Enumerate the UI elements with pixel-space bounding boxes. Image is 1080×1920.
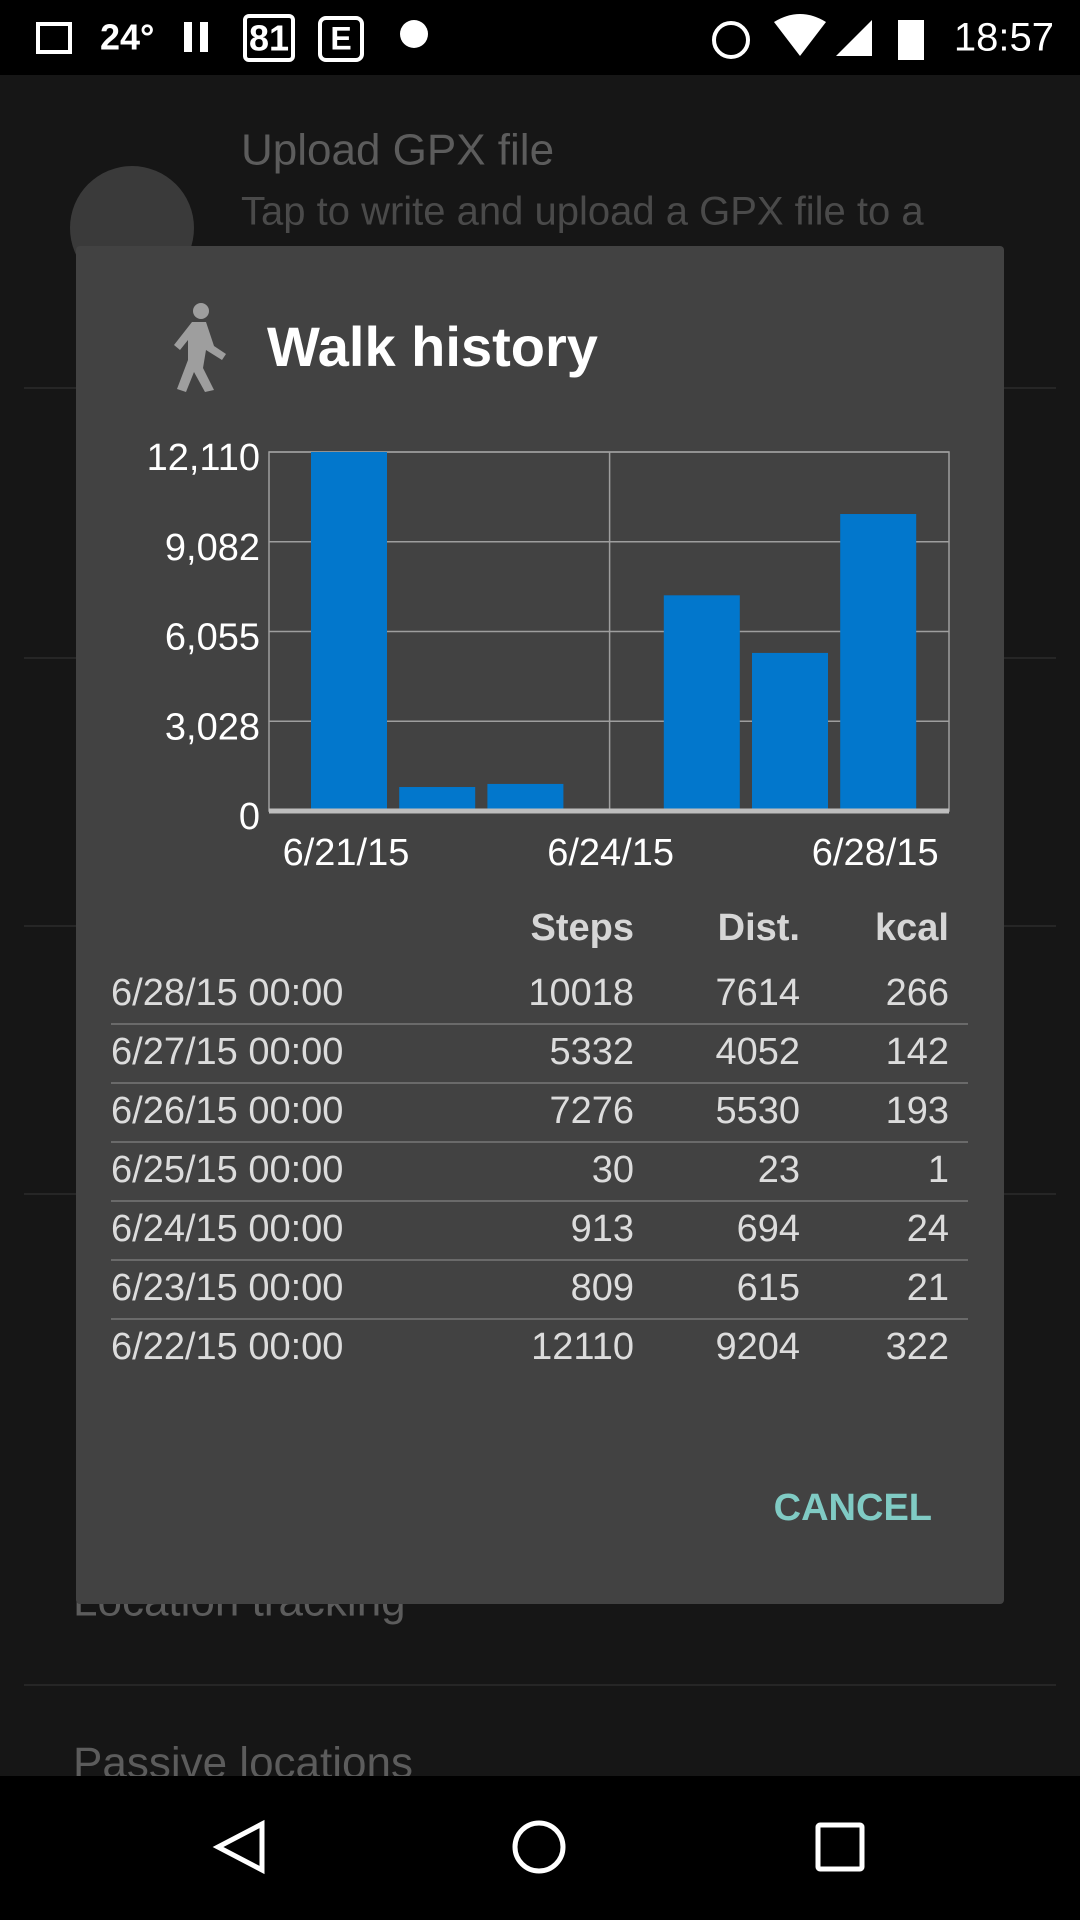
pause-icon — [184, 22, 192, 52]
row-cell: 7276 — [549, 1090, 634, 1132]
row-date: 6/23/15 00:00 — [111, 1267, 343, 1309]
row-date: 6/28/15 00:00 — [111, 972, 343, 1014]
row-cell: 7614 — [715, 972, 800, 1014]
row-cell: 266 — [886, 972, 949, 1014]
pause-icon — [200, 22, 208, 52]
cancel-button[interactable]: CANCEL — [774, 1487, 932, 1529]
y-tick-label: 0 — [239, 796, 260, 838]
row-date: 6/25/15 00:00 — [111, 1149, 343, 1191]
y-tick-label: 9,082 — [165, 527, 260, 569]
badge-letter: E — [330, 20, 351, 56]
clock: 18:57 — [954, 16, 1054, 60]
column-header: Steps — [531, 907, 634, 949]
row-cell: 30 — [592, 1149, 634, 1191]
dialog — [76, 246, 1004, 1604]
row-cell: 5530 — [715, 1090, 800, 1132]
row-cell: 322 — [886, 1326, 949, 1368]
bar — [399, 787, 476, 811]
row-cell: 193 — [886, 1090, 949, 1132]
bar — [487, 783, 564, 811]
bar — [311, 452, 387, 811]
wifi-icon — [774, 14, 826, 56]
row-cell: 809 — [571, 1267, 634, 1309]
column-header: Dist. — [718, 907, 800, 949]
temperature: 24° — [100, 17, 154, 58]
row-cell: 5332 — [549, 1031, 634, 1073]
row-cell: 694 — [737, 1208, 800, 1250]
y-tick-label: 3,028 — [165, 706, 260, 748]
y-tick-label: 12,110 — [147, 437, 260, 479]
y-tick-label: 6,055 — [165, 617, 260, 659]
dialog-title: Walk history — [267, 315, 598, 378]
row-cell: 1 — [928, 1149, 949, 1191]
row-date: 6/24/15 00:00 — [111, 1208, 343, 1250]
row-cell: 21 — [907, 1267, 949, 1309]
row-date: 6/22/15 00:00 — [111, 1326, 343, 1368]
home-button[interactable] — [512, 1820, 566, 1874]
row-cell: 23 — [758, 1149, 800, 1191]
recents-button[interactable] — [815, 1822, 865, 1872]
badge-number: 81 — [249, 18, 289, 59]
row-cell: 24 — [907, 1208, 949, 1250]
battery-icon — [898, 20, 924, 60]
row-cell: 4052 — [715, 1031, 800, 1073]
nav-bar — [0, 1776, 1080, 1920]
row-cell: 12110 — [531, 1326, 634, 1368]
row-cell: 9204 — [715, 1326, 800, 1368]
row-cell: 10018 — [528, 972, 634, 1014]
gallery-icon — [36, 22, 72, 54]
status-icons: 24° 81 E — [36, 14, 924, 62]
badge-box — [318, 16, 364, 62]
x-tick-label: 6/28/15 — [812, 832, 939, 874]
table: Steps Dist. kcal 6/28/15 00:00 10018 7614 266 6… — [111, 907, 968, 1368]
column-header: kcal — [875, 907, 949, 949]
list-subtitle: Tap to write and upload a GPX file to a — [241, 190, 924, 234]
chart: 0 3,028 6,055 9,082 12,110 6/21/15 6/24/15 6/28… — [147, 437, 950, 874]
android-icon — [400, 20, 428, 48]
back-button[interactable] — [212, 1819, 265, 1875]
bar — [752, 652, 828, 811]
row-date: 6/26/15 00:00 — [111, 1090, 343, 1132]
x-tick-label: 6/24/15 — [547, 832, 674, 874]
row-cell: 615 — [737, 1267, 800, 1309]
badge-box — [243, 14, 295, 62]
bar — [663, 595, 740, 811]
row-date: 6/27/15 00:00 — [111, 1031, 343, 1073]
list-title[interactable]: Upload GPX file — [241, 126, 554, 175]
x-tick-label: 6/21/15 — [283, 832, 410, 874]
row-cell: 142 — [886, 1031, 949, 1073]
signal-icon — [836, 20, 872, 56]
row-cell: 913 — [571, 1208, 634, 1250]
walker-icon — [174, 303, 226, 392]
alarm-icon — [712, 21, 750, 59]
bar — [840, 514, 917, 811]
